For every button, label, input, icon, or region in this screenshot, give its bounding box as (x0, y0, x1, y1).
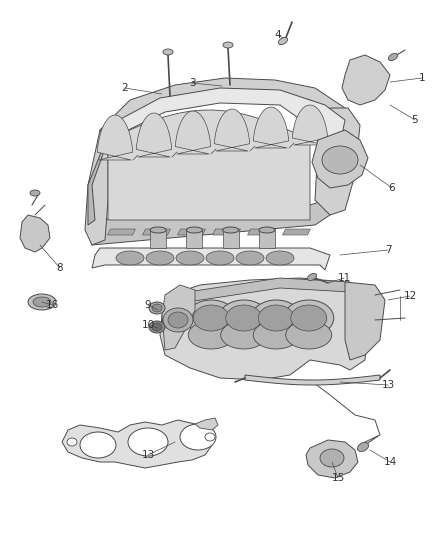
Polygon shape (175, 111, 211, 154)
Text: 9: 9 (145, 300, 151, 310)
Ellipse shape (258, 305, 294, 331)
Polygon shape (88, 135, 108, 225)
Polygon shape (312, 130, 368, 188)
Ellipse shape (206, 251, 234, 265)
Ellipse shape (187, 227, 202, 233)
Ellipse shape (128, 428, 168, 456)
Polygon shape (212, 229, 240, 235)
Ellipse shape (30, 190, 40, 196)
Polygon shape (108, 110, 310, 220)
Ellipse shape (28, 294, 56, 310)
Ellipse shape (251, 300, 301, 336)
Polygon shape (315, 108, 360, 215)
Text: 4: 4 (275, 30, 281, 40)
Polygon shape (160, 278, 370, 380)
Ellipse shape (116, 251, 144, 265)
Polygon shape (306, 440, 358, 478)
Polygon shape (62, 420, 212, 468)
Ellipse shape (236, 251, 264, 265)
Text: 13: 13 (141, 450, 155, 460)
Polygon shape (292, 105, 328, 145)
Text: 7: 7 (385, 245, 391, 255)
Ellipse shape (188, 321, 234, 349)
Ellipse shape (67, 438, 77, 446)
Polygon shape (195, 418, 218, 430)
Polygon shape (259, 230, 275, 248)
Polygon shape (88, 200, 330, 245)
Ellipse shape (322, 146, 358, 174)
Ellipse shape (284, 300, 334, 336)
Ellipse shape (389, 53, 398, 61)
Polygon shape (97, 115, 133, 160)
Polygon shape (253, 107, 289, 148)
Ellipse shape (279, 37, 288, 45)
Polygon shape (136, 113, 172, 157)
Polygon shape (223, 230, 239, 248)
Ellipse shape (307, 273, 317, 280)
Polygon shape (342, 55, 390, 105)
Ellipse shape (149, 302, 165, 314)
Polygon shape (214, 109, 250, 151)
Polygon shape (283, 229, 311, 235)
Ellipse shape (253, 321, 299, 349)
Ellipse shape (149, 321, 165, 333)
Text: 12: 12 (403, 291, 417, 301)
Ellipse shape (193, 305, 229, 331)
Polygon shape (20, 215, 50, 252)
Ellipse shape (357, 442, 368, 451)
Text: 6: 6 (389, 183, 396, 193)
Ellipse shape (163, 308, 193, 332)
Ellipse shape (226, 305, 262, 331)
Ellipse shape (168, 312, 188, 328)
Ellipse shape (176, 251, 204, 265)
Ellipse shape (266, 251, 294, 265)
Ellipse shape (286, 321, 332, 349)
Ellipse shape (180, 424, 216, 450)
Text: 5: 5 (412, 115, 418, 125)
Polygon shape (162, 285, 195, 350)
Polygon shape (92, 248, 330, 270)
Polygon shape (245, 375, 380, 385)
Ellipse shape (223, 227, 239, 233)
Ellipse shape (152, 304, 162, 312)
Ellipse shape (205, 433, 215, 441)
Text: 3: 3 (189, 78, 195, 88)
Text: 13: 13 (381, 380, 395, 390)
Ellipse shape (219, 300, 269, 336)
Ellipse shape (152, 323, 162, 331)
Text: 10: 10 (141, 320, 155, 330)
Text: 11: 11 (337, 273, 351, 283)
Ellipse shape (150, 227, 166, 233)
Text: 8: 8 (57, 263, 64, 273)
Text: 15: 15 (332, 473, 345, 483)
Ellipse shape (33, 297, 51, 307)
Ellipse shape (186, 300, 236, 336)
Ellipse shape (80, 432, 116, 458)
Ellipse shape (320, 449, 344, 467)
Ellipse shape (146, 251, 174, 265)
Ellipse shape (223, 42, 233, 48)
Ellipse shape (291, 305, 327, 331)
Polygon shape (142, 229, 170, 235)
Polygon shape (100, 78, 345, 140)
Polygon shape (85, 130, 108, 245)
Polygon shape (150, 230, 166, 248)
Polygon shape (345, 282, 385, 360)
Ellipse shape (163, 49, 173, 55)
Polygon shape (107, 229, 135, 235)
Polygon shape (100, 88, 345, 145)
Text: 14: 14 (383, 457, 397, 467)
Polygon shape (177, 229, 205, 235)
Ellipse shape (221, 321, 267, 349)
Text: 16: 16 (46, 300, 59, 310)
Polygon shape (187, 230, 202, 248)
Text: 2: 2 (122, 83, 128, 93)
Polygon shape (247, 229, 276, 235)
Text: 1: 1 (419, 73, 425, 83)
Polygon shape (168, 278, 350, 305)
Ellipse shape (259, 227, 275, 233)
